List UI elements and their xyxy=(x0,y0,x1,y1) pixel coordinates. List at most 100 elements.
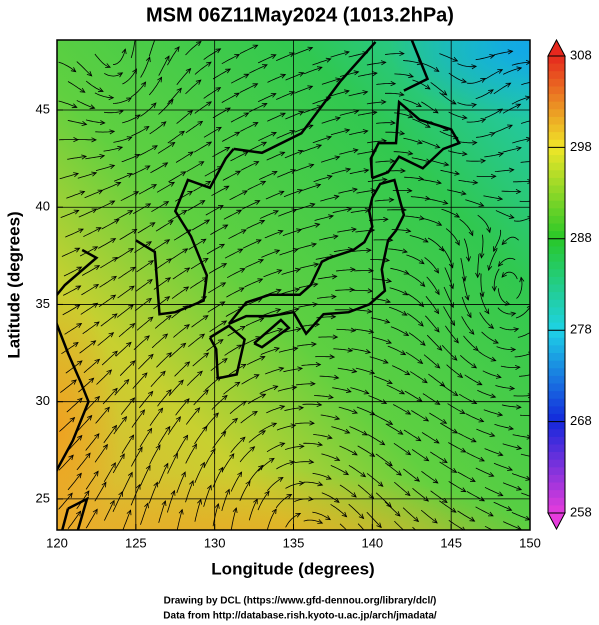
streamline xyxy=(133,335,150,351)
streamline xyxy=(176,471,186,494)
streamline-arrow xyxy=(236,344,243,350)
streamline xyxy=(58,61,76,73)
streamline-arrow xyxy=(307,46,314,52)
streamline-arrow xyxy=(325,474,332,480)
streamline-arrow xyxy=(127,471,133,478)
streamline-arrow xyxy=(239,268,246,273)
streamline-arrow xyxy=(216,126,222,132)
streamline-arrow xyxy=(362,51,369,57)
streamline-arrow xyxy=(407,113,414,119)
streamline-arrow xyxy=(187,151,194,157)
streamline-arrow xyxy=(272,385,279,391)
streamline xyxy=(480,273,484,297)
colorbar-step xyxy=(548,398,565,407)
streamline-arrow xyxy=(452,134,459,140)
streamline xyxy=(157,142,175,154)
streamline xyxy=(475,467,494,477)
streamline xyxy=(284,445,304,450)
streamline-arrow xyxy=(93,470,99,477)
streamline xyxy=(493,268,500,291)
streamline-arrow xyxy=(487,265,493,271)
streamline xyxy=(194,462,205,483)
streamline-arrow xyxy=(280,112,286,118)
streamline xyxy=(257,491,270,511)
streamline xyxy=(192,352,209,367)
streamline xyxy=(479,312,494,329)
streamline xyxy=(193,141,212,153)
streamline-arrow xyxy=(420,340,426,346)
streamline xyxy=(150,162,168,174)
streamline-arrow xyxy=(418,259,425,265)
colorbar-step xyxy=(548,345,565,354)
colorbar-step xyxy=(548,505,565,514)
streamline-arrow xyxy=(94,358,101,365)
streamline-arrow xyxy=(448,262,454,269)
streamline-arrow xyxy=(123,378,130,385)
streamline xyxy=(103,462,116,483)
streamline xyxy=(330,503,347,517)
streamline-arrow xyxy=(387,420,394,425)
streamline-arrow xyxy=(183,286,190,292)
x-tick-label: 125 xyxy=(125,535,147,550)
streamline xyxy=(367,179,387,183)
streamline-arrow xyxy=(422,237,429,243)
streamline xyxy=(76,452,91,471)
streamline xyxy=(320,156,340,163)
streamline-arrow xyxy=(390,120,396,126)
streamline-arrow xyxy=(275,288,282,294)
streamline-arrow xyxy=(203,352,210,358)
streamline-arrow xyxy=(369,369,376,375)
streamline xyxy=(314,215,334,221)
streamline-arrow xyxy=(326,174,333,180)
streamline-arrow xyxy=(110,294,117,300)
streamline xyxy=(335,289,355,291)
streamline xyxy=(260,347,280,355)
streamline-arrow xyxy=(179,130,185,136)
streamline xyxy=(475,132,495,138)
streamline-arrow xyxy=(84,490,90,496)
streamline-arrow xyxy=(423,416,430,422)
streamline xyxy=(406,254,425,265)
streamline xyxy=(285,72,304,81)
streamline xyxy=(277,169,296,178)
streamline-arrow xyxy=(470,437,477,443)
streamline xyxy=(332,387,352,393)
streamline-arrow xyxy=(381,177,388,183)
streamline xyxy=(457,510,475,522)
colorbar-step xyxy=(548,322,565,331)
streamline-arrow xyxy=(397,429,404,435)
streamline xyxy=(501,190,521,193)
streamline-arrow xyxy=(126,136,133,141)
streamline xyxy=(257,93,276,103)
streamline-arrow xyxy=(94,265,101,271)
colorbar-step xyxy=(548,71,565,80)
colorbar-tick-label: 258 xyxy=(570,504,592,519)
streamline xyxy=(348,503,364,519)
streamline-arrow xyxy=(257,278,264,284)
streamline-arrow xyxy=(74,247,81,253)
streamline-arrow xyxy=(176,87,182,94)
streamline xyxy=(462,277,469,301)
streamline-arrow xyxy=(121,415,128,422)
streamline xyxy=(372,278,392,282)
streamline-arrow xyxy=(489,132,496,137)
streamline xyxy=(148,77,162,96)
streamline xyxy=(229,190,248,201)
streamline-arrow xyxy=(479,536,484,540)
streamline-arrow xyxy=(139,409,146,416)
streamline-arrow xyxy=(369,227,376,233)
streamline xyxy=(495,385,515,389)
streamline xyxy=(136,260,154,273)
streamline-arrow xyxy=(131,228,138,234)
colorbar-tick-label: 298 xyxy=(570,139,592,154)
streamline xyxy=(131,126,150,137)
streamline-arrow xyxy=(402,290,409,296)
streamline-arrow xyxy=(297,189,303,194)
streamline-arrow xyxy=(249,446,256,452)
streamline xyxy=(512,138,530,144)
streamline xyxy=(330,465,349,475)
streamline-arrow xyxy=(497,261,504,267)
streamline-arrow xyxy=(106,369,113,375)
streamline xyxy=(135,279,153,292)
streamline-arrow xyxy=(237,471,243,478)
